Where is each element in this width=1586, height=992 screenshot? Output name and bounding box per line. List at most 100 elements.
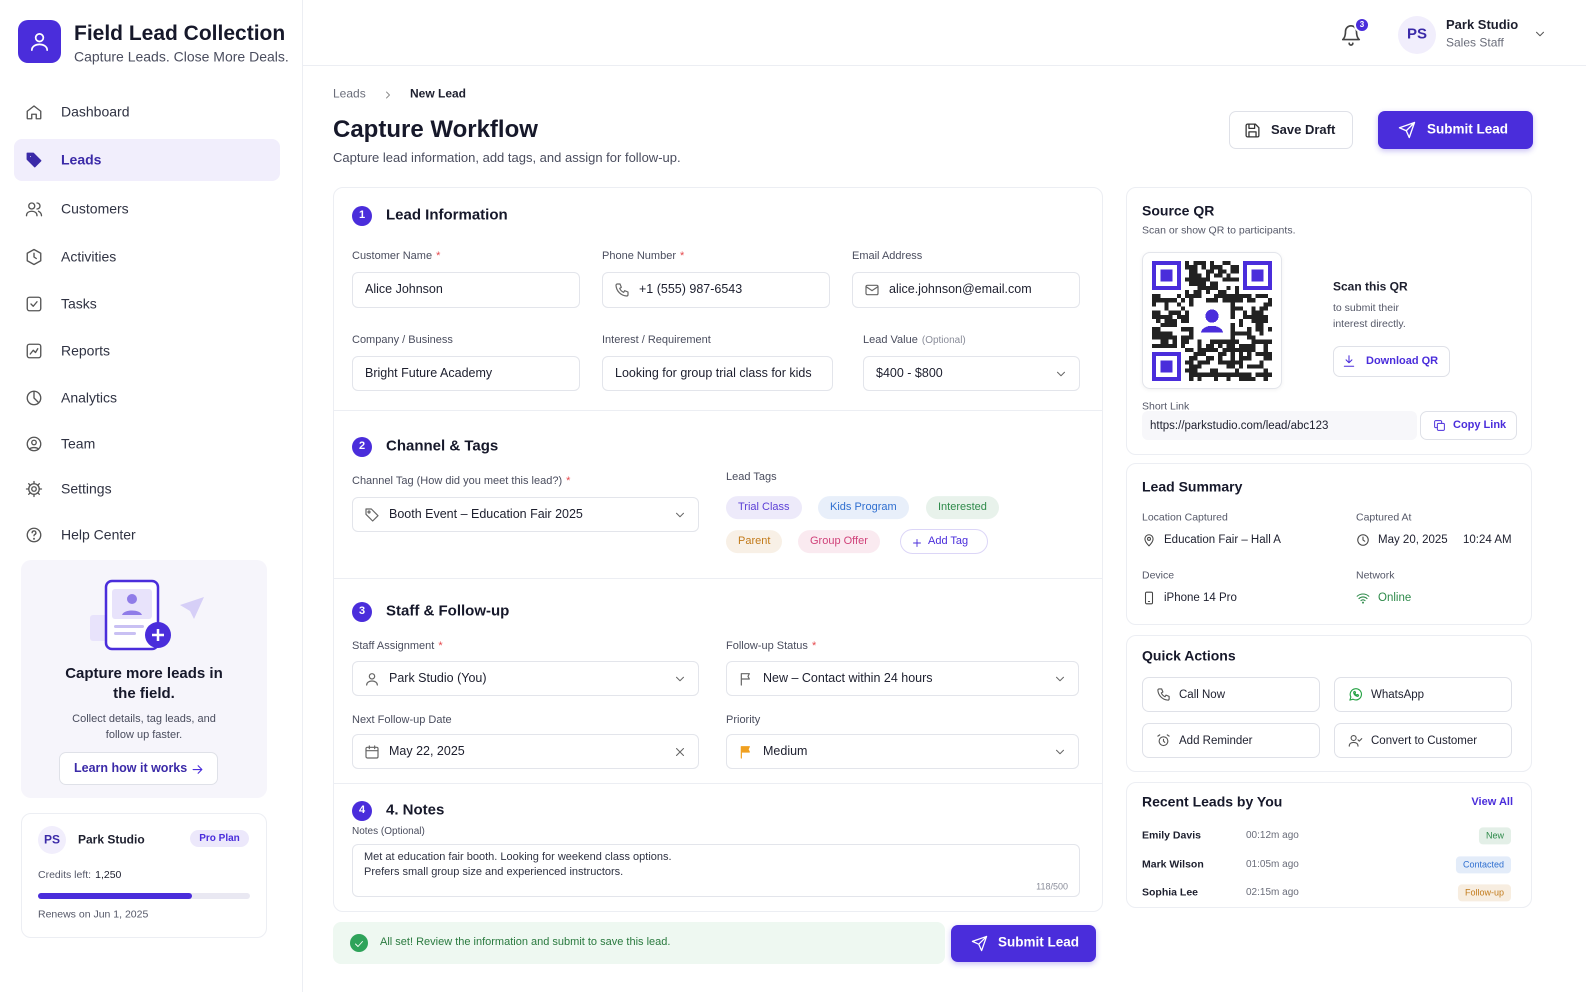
field-label: Next Follow-up Date — [352, 712, 682, 728]
nav-item[interactable] — [14, 330, 280, 372]
quick-action-button[interactable] — [1334, 723, 1512, 758]
summary-value: May 20, 2025 — [1378, 533, 1448, 546]
quick-action-button[interactable] — [1142, 677, 1320, 712]
step-badge — [352, 602, 372, 622]
input[interactable] — [726, 734, 1079, 769]
lead-status: New — [1478, 827, 1511, 845]
dropdown-chevron[interactable] — [1053, 672, 1067, 686]
user-menu-chevron[interactable] — [1533, 27, 1547, 41]
notice-check — [350, 934, 368, 952]
quick-action-icon — [1348, 687, 1363, 702]
section-title: Channel & Tags — [386, 437, 499, 455]
nav-icon — [25, 526, 43, 544]
summary-icon — [1142, 533, 1156, 547]
field-label-text: Company / Business — [352, 334, 453, 346]
nav-item[interactable] — [14, 91, 280, 133]
submit-button[interactable] — [951, 925, 1096, 962]
input-icon — [364, 671, 380, 687]
summary-icon — [1356, 533, 1370, 547]
short-link: https://parkstudio.com/lead/abc123 — [1150, 419, 1329, 432]
input[interactable] — [863, 356, 1080, 391]
field-label: Staff Assignment * — [352, 638, 682, 654]
summary-label: Device — [1142, 569, 1175, 582]
nav-item[interactable] — [14, 377, 280, 419]
dropdown-chevron[interactable] — [673, 508, 687, 522]
lead-name: Emily Davis — [1142, 829, 1201, 842]
input[interactable] — [352, 734, 699, 769]
add-tag-button[interactable] — [900, 529, 988, 554]
summary-time: 10:24 AM — [1463, 533, 1512, 546]
field-label: Priority — [726, 712, 1056, 728]
scan-text: to submit their interest directly. — [1333, 302, 1406, 330]
section-divider — [333, 783, 1103, 784]
input-icon — [738, 744, 754, 760]
step-number: 2 — [358, 440, 366, 453]
input-icon — [364, 507, 380, 523]
field-label: Channel Tag (How did you meet this lead?… — [352, 473, 682, 489]
lead-tag[interactable]: Group Offer — [798, 529, 880, 554]
nav-item[interactable] — [14, 188, 280, 230]
dropdown-chevron[interactable] — [1053, 745, 1067, 759]
input-icon — [864, 282, 880, 298]
input[interactable] — [852, 272, 1080, 308]
nav-item[interactable] — [14, 139, 280, 181]
field-label-text: Channel Tag (How did you meet this lead?… — [352, 475, 563, 487]
card-title: Quick Actions — [1142, 647, 1236, 664]
submit-label: Submit Lead — [998, 934, 1080, 950]
card-title: Recent Leads by You — [1142, 793, 1283, 810]
lead-tag[interactable]: Trial Class — [726, 495, 802, 520]
input[interactable] — [352, 661, 699, 696]
view-all-link[interactable]: View All — [1471, 796, 1513, 809]
save-icon — [1244, 122, 1261, 139]
quick-action-label: WhatsApp — [1371, 688, 1425, 701]
nav-item[interactable] — [14, 514, 280, 556]
lead-name: Mark Wilson — [1142, 858, 1204, 871]
nav-item[interactable] — [14, 468, 280, 510]
page-subtitle: Capture lead information, add tags, and … — [333, 149, 681, 165]
nav-item[interactable] — [14, 283, 280, 325]
learn-link: Learn how it works — [74, 761, 188, 776]
check-icon — [353, 937, 365, 949]
quick-action-button[interactable] — [1142, 723, 1320, 758]
learn-button[interactable] — [59, 752, 218, 785]
notice-text: All set! Review the information and subm… — [380, 936, 671, 949]
field-label-text: Interest / Requirement — [602, 334, 711, 346]
dropdown-chevron[interactable] — [1054, 367, 1068, 381]
quick-action-button[interactable] — [1334, 677, 1512, 712]
submit-label: Submit Lead — [1427, 121, 1509, 137]
dropdown-chevron[interactable] — [673, 672, 687, 686]
nav-item[interactable] — [14, 236, 280, 278]
summary-value: Online — [1378, 591, 1412, 604]
input[interactable] — [602, 356, 833, 391]
input[interactable] — [352, 272, 580, 308]
breadcrumb-link[interactable]: Leads — [333, 86, 366, 101]
lead-tag[interactable]: Interested — [926, 495, 999, 520]
input[interactable] — [726, 661, 1079, 696]
nav-icon — [25, 435, 43, 453]
input[interactable] — [352, 497, 699, 532]
nav-item[interactable] — [14, 423, 280, 465]
save-draft-button[interactable] — [1229, 111, 1353, 149]
field-hint: (Optional) — [921, 334, 966, 346]
lead-tag[interactable]: Kids Program — [818, 495, 909, 520]
copy-link-button[interactable] — [1420, 411, 1517, 440]
summary-value: iPhone 14 Pro — [1164, 591, 1237, 604]
lead-tag[interactable]: Parent — [726, 529, 783, 554]
summary-label: Captured At — [1356, 511, 1412, 524]
notes-textarea[interactable] — [352, 844, 1080, 897]
input[interactable] — [602, 272, 830, 308]
copy-icon — [1433, 419, 1446, 432]
download-qr-button[interactable] — [1333, 346, 1450, 377]
field-label-text: Lead Value — [863, 334, 918, 346]
promo-text: Collect details, tag leads, and follow u… — [72, 713, 216, 741]
lead-time: 02:15m ago — [1246, 886, 1299, 898]
clear-button[interactable] — [673, 745, 687, 759]
notifications-bell[interactable] — [1340, 24, 1362, 46]
credits-label: Credits left: — [38, 869, 92, 881]
card-title: Lead Summary — [1142, 478, 1243, 495]
input[interactable] — [352, 356, 580, 391]
credits-row: Credits left: 1,250 — [38, 867, 258, 883]
account-name: Park Studio — [78, 832, 145, 847]
step-number: 4 — [358, 804, 366, 817]
summary-label: Location Captured — [1142, 511, 1228, 524]
